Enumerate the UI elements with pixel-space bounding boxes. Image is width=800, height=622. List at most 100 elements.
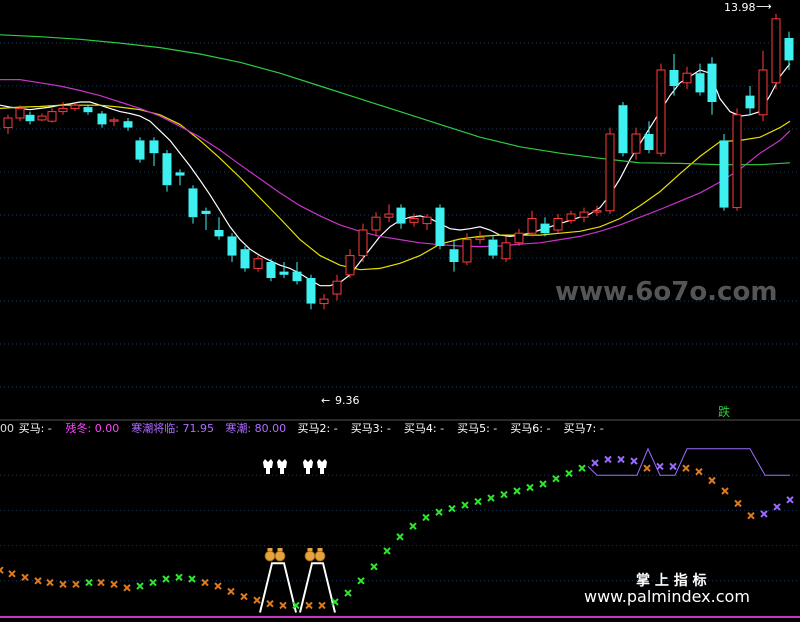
candle-body (579, 211, 589, 218)
candle-body (449, 249, 459, 262)
candle-body (695, 73, 705, 93)
high-price-label: 13.98 (724, 1, 756, 14)
candle-body (371, 216, 381, 231)
candle-body (25, 114, 35, 122)
indicator-marker (669, 462, 677, 471)
candle-body (15, 107, 25, 119)
high-arrow-icon: ⟶ (756, 0, 772, 13)
candle-body (83, 107, 93, 113)
candle-body (732, 114, 742, 209)
indicator-marker (500, 490, 508, 499)
candle-body (227, 236, 237, 256)
legend-entry: 买马5: - (457, 422, 497, 435)
indicator-marker (474, 497, 482, 506)
candle-body (214, 230, 224, 237)
indicator-marker (253, 596, 261, 604)
horse-icon (277, 459, 287, 474)
candle-body (345, 255, 355, 276)
indicator-marker (123, 584, 131, 592)
money-bag-icon (277, 548, 283, 551)
candle-body (70, 104, 80, 109)
candle-body (266, 262, 276, 278)
indicator-marker (305, 601, 313, 610)
indicator-marker (708, 476, 716, 485)
candle-body (409, 218, 419, 223)
candle-body (592, 210, 602, 213)
legend-entry: 买马3: - (351, 422, 391, 435)
indicator-marker (8, 570, 16, 578)
indicator-marker (370, 562, 378, 571)
horse-icon (317, 459, 327, 474)
indicator-marker (344, 589, 352, 597)
candle-body (109, 119, 119, 122)
candle-body (358, 229, 368, 257)
indicator-marker (162, 575, 170, 583)
candle-body (123, 121, 133, 128)
candle-body (540, 223, 550, 234)
indicator-marker (214, 582, 222, 590)
candle-body (58, 107, 68, 113)
legend-entry: 残冬: 0.00 (66, 421, 120, 435)
indicator-markers (0, 455, 794, 610)
candle-body (3, 117, 13, 129)
low-arrow-icon: ← (321, 394, 330, 407)
indicator-marker (110, 580, 118, 589)
candle-body (707, 63, 717, 102)
indicator-marker (21, 573, 29, 582)
indicator-marker (565, 469, 573, 478)
indicator-marker (331, 598, 339, 606)
indicator-marker (175, 573, 183, 582)
moving-average-line (0, 104, 791, 271)
indicator-marker (34, 577, 42, 585)
watermark-brand: 掌 上 指 标 (636, 572, 707, 589)
candle-body (758, 69, 768, 116)
legend-entry: 买马: - (19, 422, 52, 435)
indicator-marker (85, 578, 93, 587)
indicator-marker (0, 568, 4, 574)
candle-body (669, 70, 679, 86)
indicator-marker (422, 513, 430, 522)
candle-body (135, 140, 145, 160)
candle-body (188, 188, 198, 218)
watermark-upper: www.6o7o.com (555, 277, 777, 307)
candle-body (47, 111, 57, 122)
indicator-legend: 00 买马: - 残冬: 0.00 寒潮将临: 71.95 寒潮: 80.00 买马2: … (0, 421, 604, 435)
legend-entry: 买马6: - (510, 422, 550, 435)
indicator-marker (617, 455, 625, 464)
indicator-marker (227, 587, 235, 596)
indicator-marker (136, 582, 144, 590)
low-price-label: 9.36 (335, 394, 360, 407)
money-bag-icon (307, 548, 313, 551)
candle-body (319, 298, 329, 305)
indicator-marker (97, 578, 105, 587)
candle-body (97, 113, 107, 125)
indicator-marker (357, 577, 365, 585)
indicator-marker (149, 578, 157, 587)
legend-entry: 寒潮: 80.00 (225, 421, 286, 435)
candle-body (644, 134, 654, 150)
candle-body (527, 218, 537, 234)
indicator-marker (435, 508, 443, 516)
indicator-marker (773, 503, 781, 511)
candle-body (682, 72, 692, 84)
indicator-marker (448, 504, 456, 513)
indicator-marker (747, 511, 755, 520)
candle-body (745, 95, 755, 109)
indicator-marker (734, 499, 742, 508)
signal-icons (263, 459, 327, 562)
horse-icon (303, 459, 313, 474)
candle-body (435, 207, 445, 246)
candle-body (279, 271, 289, 275)
indicator-marker (396, 533, 404, 541)
candlesticks (3, 13, 794, 310)
candle-body (292, 271, 302, 282)
indicator-marker (630, 457, 638, 465)
indicator-marker (240, 592, 248, 601)
candle-body (240, 249, 250, 269)
signal-label: 跌 (718, 404, 730, 419)
indicator-marker (409, 522, 417, 530)
horse-icon (263, 459, 273, 474)
candle-body (784, 38, 794, 61)
indicator-marker (279, 601, 287, 610)
